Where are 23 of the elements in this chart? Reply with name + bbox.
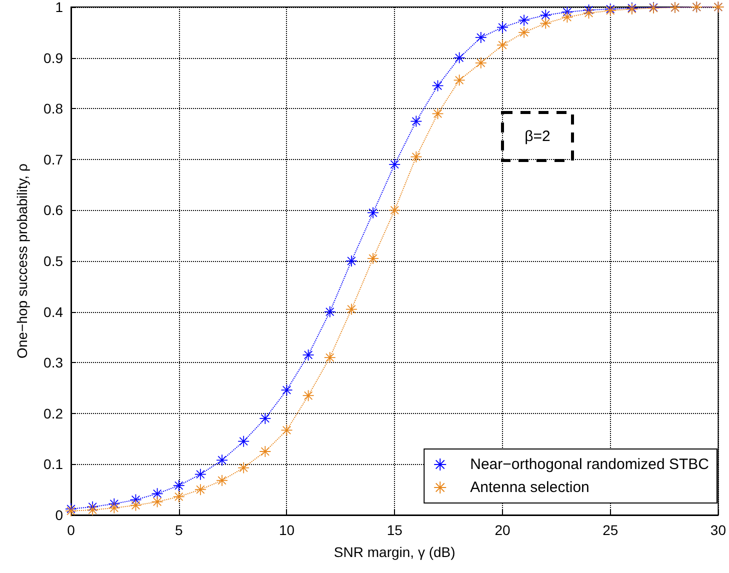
x-tick-label: 0 <box>67 522 76 538</box>
y-tick-label: 0.3 <box>44 354 64 371</box>
y-tick-label: 0.1 <box>44 456 64 472</box>
y-tick-label: 0.9 <box>44 50 64 66</box>
annotation: β=2 <box>524 128 550 145</box>
legend-label: Antenna selection <box>470 479 590 496</box>
x-tick-label: 15 <box>386 522 403 538</box>
y-tick-label: 0.5 <box>44 253 64 269</box>
x-tick-label: 25 <box>602 522 618 538</box>
x-axis-title: SNR margin, γ (dB) <box>334 544 456 560</box>
legend-label: Near−orthogonal randomized STBC <box>470 456 710 473</box>
x-tick-label: 30 <box>710 522 726 538</box>
y-tick-label: 0 <box>55 507 64 523</box>
y-tick-label: 1 <box>55 0 64 15</box>
x-tick-label: 20 <box>494 522 510 538</box>
y-tick-label: 0.8 <box>44 100 64 117</box>
y-tick-label: 0.6 <box>44 202 64 218</box>
x-tick-label: 5 <box>174 522 183 538</box>
y-tick-label: 0.7 <box>44 151 64 168</box>
x-tick-label: 10 <box>278 522 295 538</box>
y-tick-label: 0.2 <box>44 405 64 422</box>
y-tick-label: 0.4 <box>44 304 64 320</box>
y-axis-title: One−hop success probability, ρ <box>14 164 30 358</box>
